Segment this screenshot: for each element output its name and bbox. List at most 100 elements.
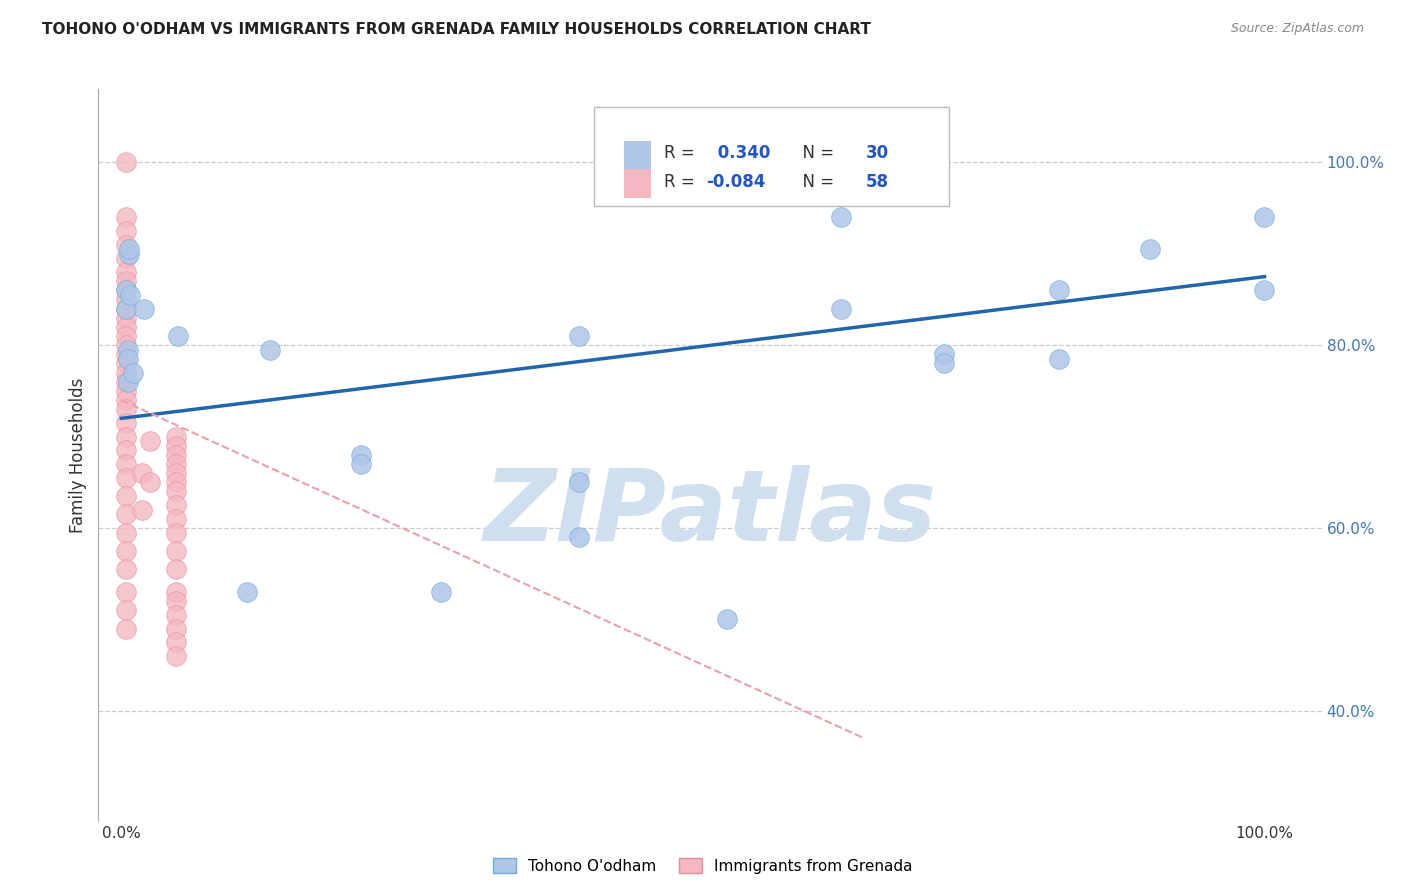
Point	[115, 585, 138, 599]
Point	[716, 613, 738, 627]
Point	[1047, 351, 1070, 366]
Point	[131, 466, 153, 480]
Point	[115, 224, 138, 238]
Point	[567, 530, 589, 544]
Point	[165, 457, 187, 471]
Point	[430, 585, 453, 599]
Point	[165, 448, 187, 462]
Point	[165, 622, 187, 636]
Point	[121, 366, 143, 380]
Point	[117, 351, 139, 366]
Point	[115, 284, 138, 298]
Point	[567, 475, 589, 490]
Point	[115, 338, 138, 352]
Point	[115, 402, 138, 417]
Text: R =: R =	[664, 173, 700, 191]
Point	[115, 155, 138, 169]
Point	[1047, 284, 1070, 298]
Point	[115, 544, 138, 558]
Text: ZIPatlas: ZIPatlas	[484, 465, 936, 562]
Point	[115, 265, 138, 279]
Point	[165, 585, 187, 599]
Point	[165, 607, 187, 622]
Point	[115, 525, 138, 540]
Point	[115, 443, 138, 458]
Point	[115, 274, 138, 288]
Text: 30: 30	[865, 144, 889, 161]
Point	[165, 466, 187, 480]
Point	[165, 439, 187, 453]
Text: 0.340: 0.340	[713, 144, 770, 161]
Point	[165, 484, 187, 499]
Point	[165, 649, 187, 664]
Point	[165, 594, 187, 608]
Point	[134, 301, 156, 316]
Legend: Tohono O'odham, Immigrants from Grenada: Tohono O'odham, Immigrants from Grenada	[486, 852, 920, 880]
Point	[165, 475, 187, 490]
Point	[115, 320, 138, 334]
Point	[139, 434, 162, 449]
Point	[115, 252, 138, 266]
Point	[115, 489, 138, 503]
Point	[115, 471, 138, 485]
Point	[350, 448, 373, 462]
Point	[167, 329, 190, 343]
Point	[115, 366, 138, 380]
Point	[1253, 284, 1275, 298]
Point	[115, 293, 138, 307]
Point	[1139, 242, 1161, 256]
Point	[165, 635, 187, 649]
Point	[934, 347, 956, 361]
Point	[567, 329, 589, 343]
Text: N =: N =	[792, 144, 839, 161]
Point	[115, 622, 138, 636]
Point	[115, 356, 138, 371]
Point	[115, 457, 138, 471]
Point	[236, 585, 259, 599]
Point	[115, 347, 138, 361]
Point	[115, 508, 138, 522]
Point	[259, 343, 281, 357]
Point	[115, 301, 138, 316]
Point	[139, 475, 162, 490]
Point	[115, 329, 138, 343]
Point	[165, 562, 187, 576]
Text: 58: 58	[865, 173, 889, 191]
Point	[115, 310, 138, 325]
Point	[115, 392, 138, 407]
FancyBboxPatch shape	[624, 169, 651, 198]
Point	[131, 503, 153, 517]
Text: R =: R =	[664, 144, 700, 161]
Point	[165, 544, 187, 558]
FancyBboxPatch shape	[593, 108, 949, 206]
Point	[165, 498, 187, 512]
Point	[115, 603, 138, 617]
Point	[165, 512, 187, 526]
Point	[115, 284, 138, 298]
Text: Source: ZipAtlas.com: Source: ZipAtlas.com	[1230, 22, 1364, 36]
Point	[117, 343, 139, 357]
Point	[831, 211, 853, 225]
Point	[115, 375, 138, 389]
Point	[1253, 211, 1275, 225]
Point	[118, 242, 141, 256]
Point	[350, 457, 373, 471]
Point	[115, 562, 138, 576]
Point	[165, 525, 187, 540]
Point	[115, 416, 138, 430]
Point	[115, 211, 138, 225]
Text: -0.084: -0.084	[706, 173, 766, 191]
Point	[934, 356, 956, 371]
FancyBboxPatch shape	[624, 141, 651, 169]
Point	[831, 301, 853, 316]
Point	[115, 430, 138, 444]
Point	[115, 237, 138, 252]
Point	[120, 288, 142, 302]
Point	[118, 246, 141, 260]
Point	[117, 375, 139, 389]
Y-axis label: Family Households: Family Households	[69, 377, 87, 533]
Text: N =: N =	[792, 173, 839, 191]
Point	[115, 384, 138, 398]
Point	[115, 301, 138, 316]
Point	[165, 430, 187, 444]
